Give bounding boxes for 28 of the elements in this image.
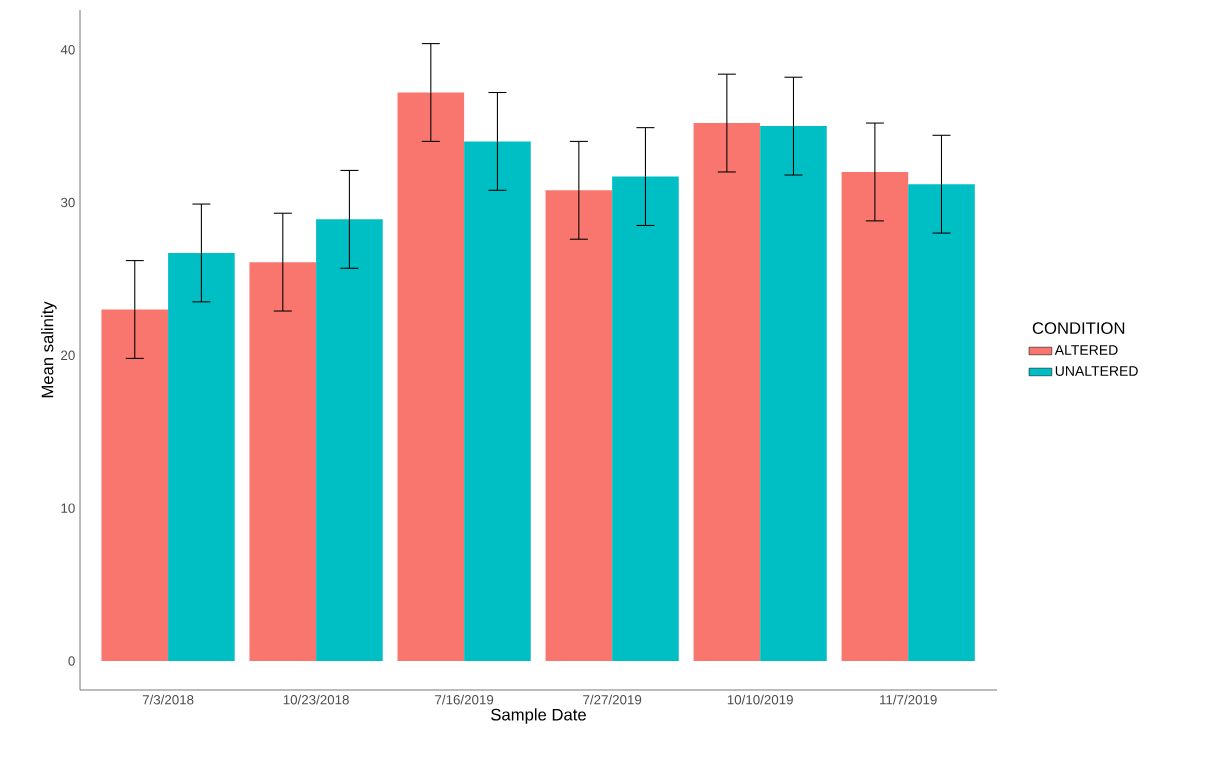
x-tick-label: 10/23/2018: [283, 694, 349, 705]
legend-label: ALTERED: [1054, 345, 1118, 355]
x-tick-label: 7/3/2018: [142, 694, 194, 705]
y-axis-title: Mean salinity: [41, 301, 57, 398]
legend-title: CONDITION: [1032, 322, 1125, 335]
y-tick-label: 30: [60, 197, 75, 208]
bar: [908, 184, 975, 661]
bar: [316, 219, 383, 661]
legend-label: UNALTERED: [1055, 366, 1138, 376]
bar: [545, 190, 613, 661]
bar: [612, 176, 679, 661]
bar: [464, 141, 531, 661]
y-tick-label: 40: [60, 45, 75, 55]
bar: [249, 262, 317, 661]
bar: [101, 309, 169, 661]
x-axis-title: Sample Date: [491, 708, 586, 724]
y-tick-label: 10: [61, 503, 75, 513]
x-tick-label: 10/10/2019: [727, 694, 793, 705]
x-tick-label: 7/27/2019: [583, 694, 642, 705]
bar: [841, 171, 909, 661]
bar: [168, 252, 235, 661]
x-tick-label: 11/7/2019: [880, 694, 937, 705]
bar: [760, 126, 827, 661]
x-tick-label: 7/16/2019: [435, 694, 494, 705]
bar: [397, 92, 465, 661]
y-tick-label: 0: [68, 656, 75, 666]
bar: [693, 123, 761, 661]
y-tick-label: 20: [61, 350, 75, 361]
